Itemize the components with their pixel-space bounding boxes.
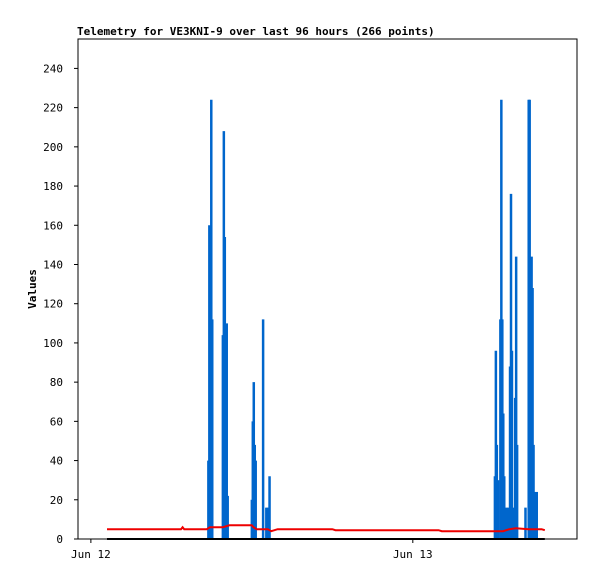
series-1 xyxy=(107,524,546,533)
y-tick-label: 120 xyxy=(43,298,63,311)
x-axis: Jun 12 Jun 13 xyxy=(71,539,433,561)
y-tick-label: 160 xyxy=(43,219,63,232)
y-tick-label: 0 xyxy=(56,533,63,546)
x-tick-label: Jun 13 xyxy=(393,548,433,561)
y-tick-label: 40 xyxy=(50,455,63,468)
series-line xyxy=(107,524,546,533)
y-tick-label: 240 xyxy=(43,62,63,75)
y-tick-label: 80 xyxy=(50,376,63,389)
chart-title: Telemetry for VE3KNI-9 over last 96 hour… xyxy=(77,25,435,38)
y-tick-label: 100 xyxy=(43,337,63,350)
y-tick-label: 200 xyxy=(43,141,63,154)
plot-area xyxy=(77,38,578,540)
series-layer xyxy=(107,99,546,540)
x-tick-label: Jun 12 xyxy=(71,548,111,561)
y-axis: 0 20 40 60 80 100 120 140 160 180 200 220 240 xyxy=(43,62,78,546)
y-tick-label: 20 xyxy=(50,494,63,507)
series-0 xyxy=(207,99,539,539)
y-tick-label: 60 xyxy=(50,415,63,428)
y-tick-label: 220 xyxy=(43,102,63,115)
y-axis-label: Values xyxy=(26,269,39,309)
y-tick-label: 180 xyxy=(43,180,63,193)
y-tick-label: 140 xyxy=(43,258,63,271)
